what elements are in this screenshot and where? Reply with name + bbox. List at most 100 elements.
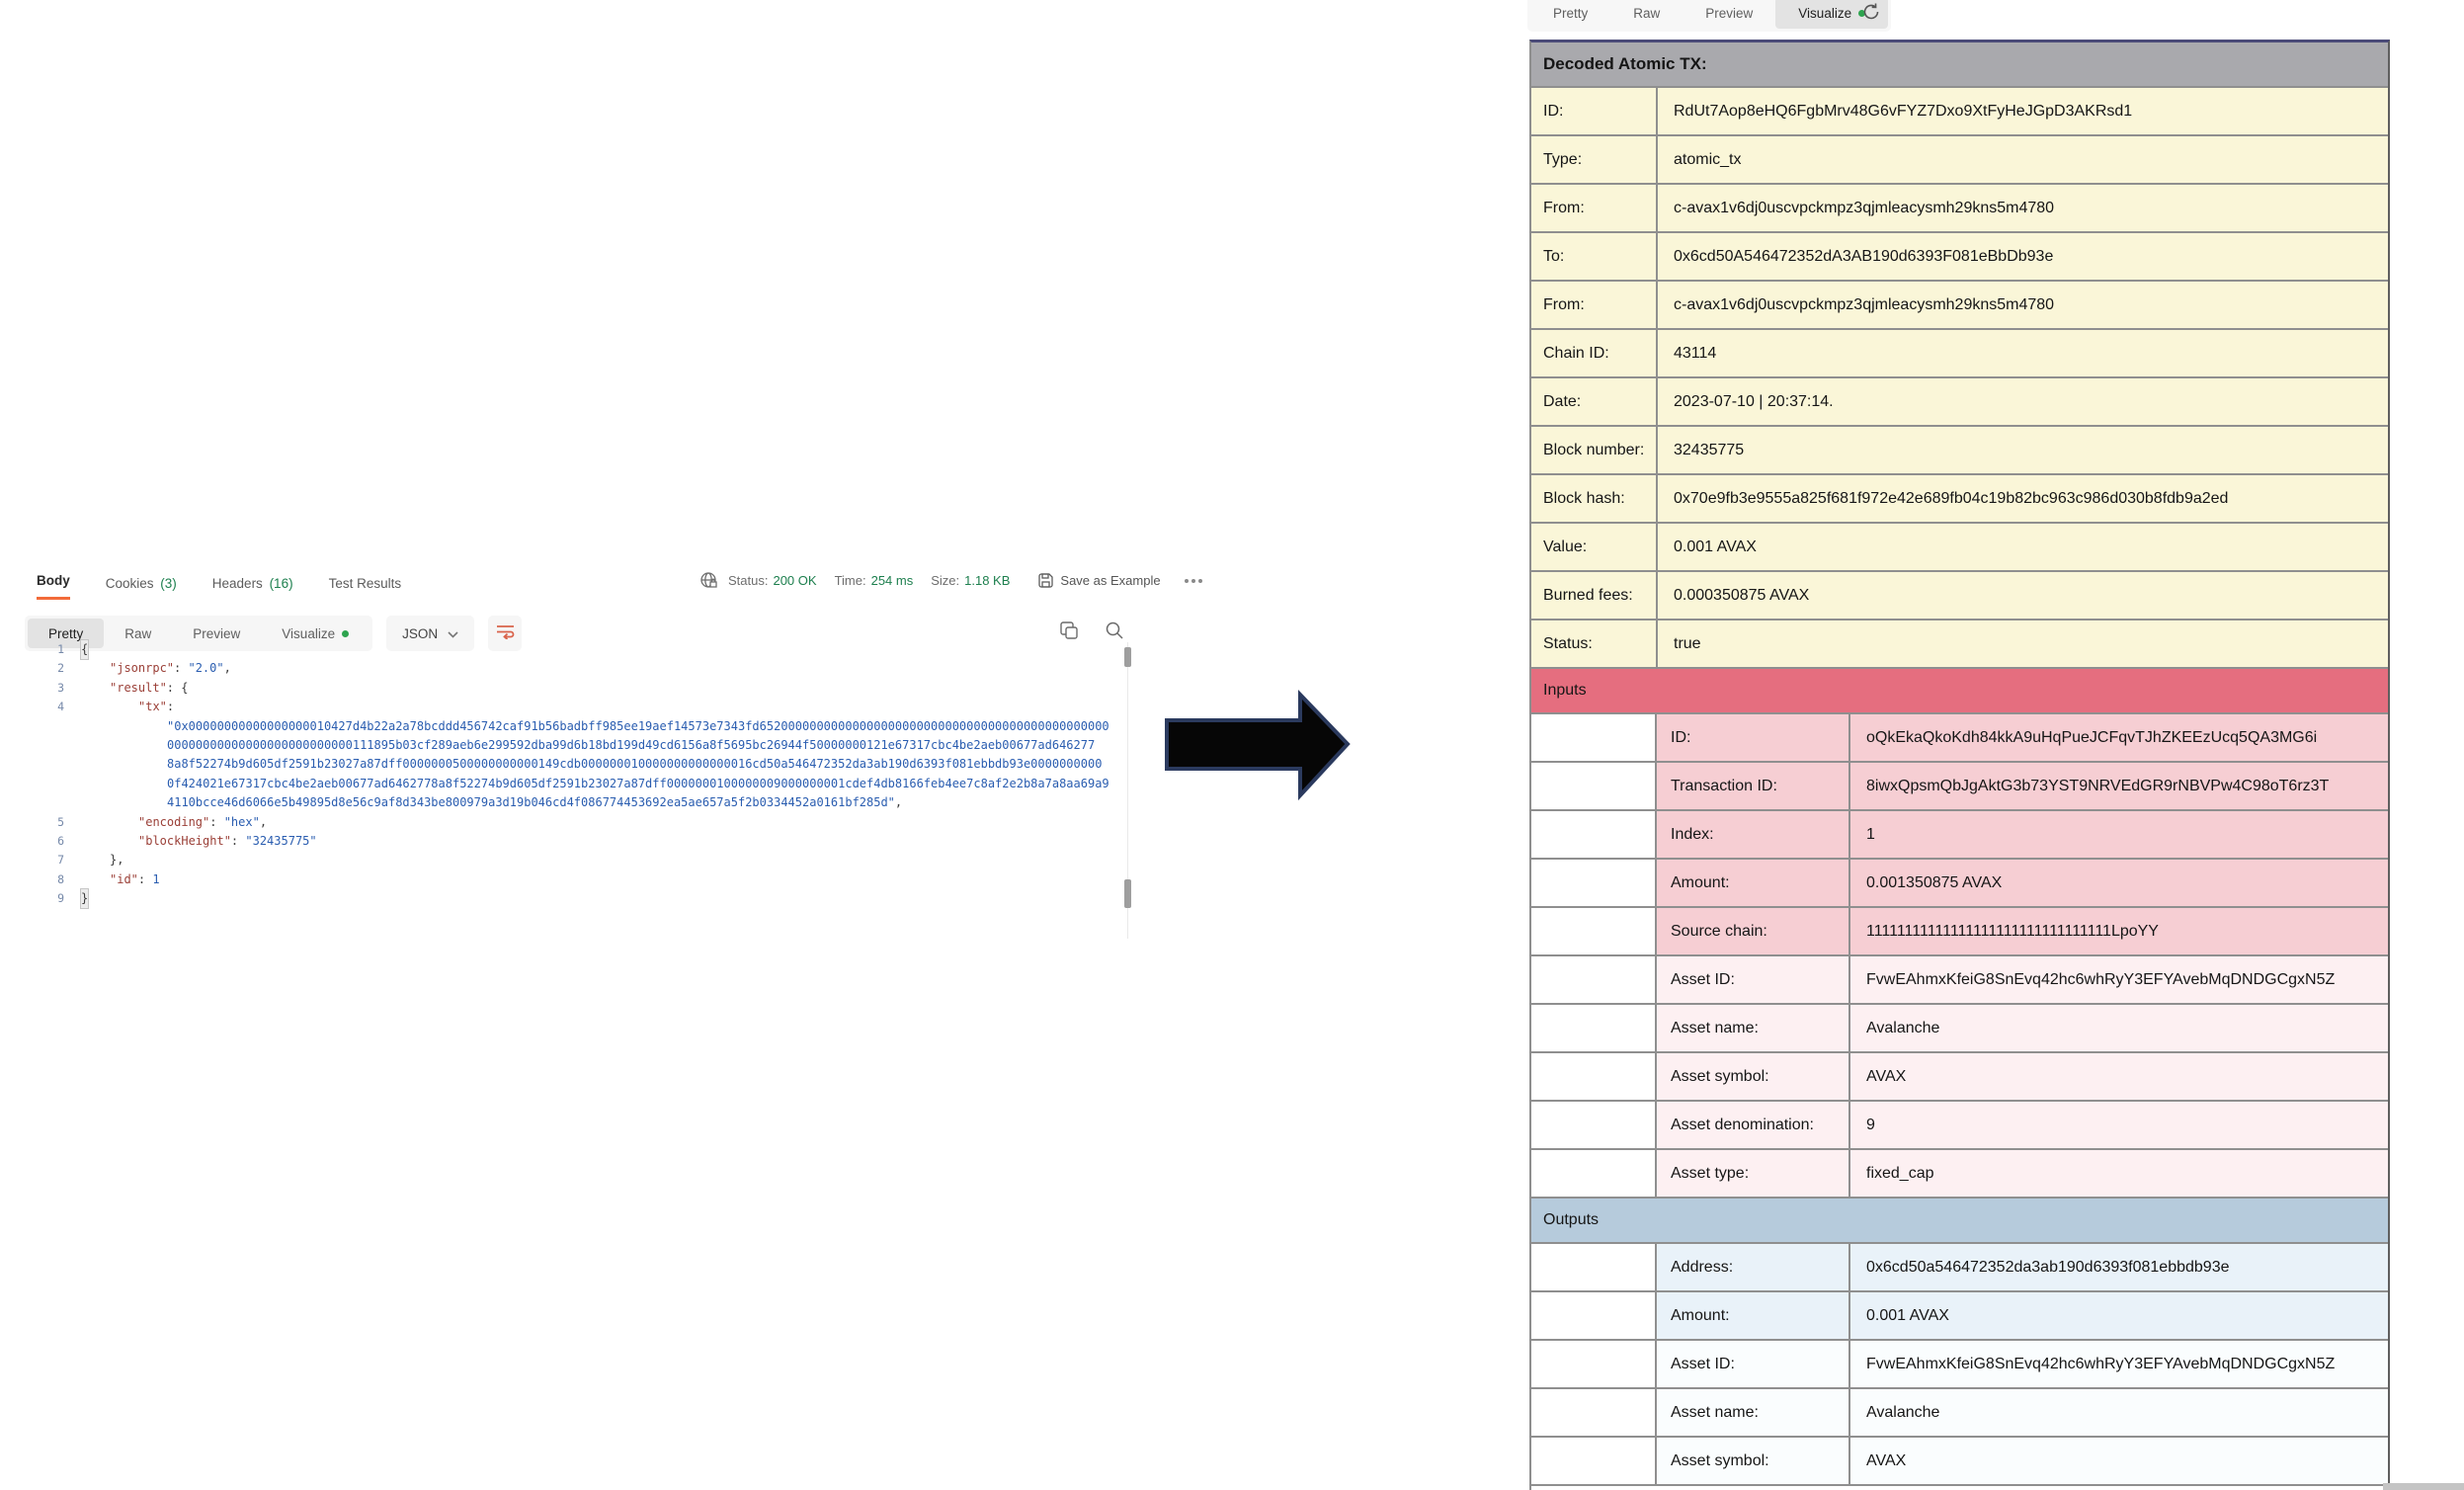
row-label: Asset ID: xyxy=(1655,956,1848,1003)
search-icon[interactable] xyxy=(1105,621,1124,640)
row-value: 11111111111111111111111111111111LpoYY xyxy=(1848,908,2388,954)
code-line: 1{ xyxy=(25,640,1121,660)
code-line: 2 "jsonrpc": "2.0", xyxy=(25,659,1121,678)
row-label: Burned fees: xyxy=(1543,586,1633,604)
response-tab-test-results[interactable]: Test Results xyxy=(328,576,402,591)
row-label: Source chain: xyxy=(1655,908,1848,954)
code-token: "hex" xyxy=(223,814,260,829)
visualize-tab-raw[interactable]: Raw xyxy=(1633,5,1661,21)
code-line: 4 "tx": xyxy=(25,698,1121,716)
status-value[interactable]: 200 OK xyxy=(773,573,817,588)
row-label: ID: xyxy=(1543,102,1564,120)
row-label: Chain ID: xyxy=(1543,344,1609,362)
table-title: Decoded Atomic TX: xyxy=(1531,42,2388,88)
wrap-text-button[interactable] xyxy=(488,616,523,651)
line-number xyxy=(25,755,64,774)
decoded-atomic-tx-table: Decoded Atomic TX: ID: RdUt7Aop8eHQ6FgbMr… xyxy=(1529,40,2390,1490)
row-value: 1 xyxy=(1848,811,2388,858)
line-number: 8 xyxy=(57,871,64,886)
row-spacer-cell xyxy=(1531,714,1655,761)
row-value: oQkEkaQkoKdh84kkA9uHqPueJCFqvTJhZKEEzUcq… xyxy=(1848,714,2388,761)
table-row: Status: true xyxy=(1531,621,2388,669)
table-row: Asset name: Avalanche xyxy=(1531,1005,2388,1053)
code-token: : xyxy=(230,833,246,848)
code-scrollbar-thumb[interactable] xyxy=(1124,647,1131,667)
row-label: Asset denomination: xyxy=(1655,1102,1848,1148)
copy-icon[interactable] xyxy=(1059,621,1079,640)
row-label: Asset symbol: xyxy=(1655,1438,1848,1484)
row-spacer-cell xyxy=(1531,763,1655,809)
line-number: 2 xyxy=(57,661,64,676)
row-label: Asset type: xyxy=(1655,1150,1848,1197)
code-token: } xyxy=(81,889,89,909)
row-label: Amount: xyxy=(1655,1292,1848,1339)
row-label: Type: xyxy=(1543,150,1583,168)
size-value[interactable]: 1.18 KB xyxy=(964,573,1011,588)
more-options-icon[interactable] xyxy=(1184,578,1202,583)
code-token: "32435775" xyxy=(245,833,317,848)
row-label: From: xyxy=(1543,199,1585,216)
wrap-text-icon xyxy=(496,623,515,644)
row-spacer-cell xyxy=(1531,860,1655,906)
table-row: From: c-avax1v6dj0uscvpckmpz3qjmleacysmh2… xyxy=(1531,282,2388,330)
row-value: Avalanche xyxy=(1848,1005,2388,1051)
code-token: 8a8f52274b9d605df2591b23027a87dff0000000… xyxy=(167,757,1103,772)
view-tab-preview[interactable]: Preview xyxy=(193,625,241,641)
time-value[interactable]: 254 ms xyxy=(870,573,914,588)
code-token: 4110bcce46d6066e5b49895d8e56c9af8d343be8… xyxy=(167,795,895,810)
visualize-tab-pretty[interactable]: Pretty xyxy=(1553,5,1589,21)
tab-count: (16) xyxy=(265,576,293,591)
row-value: 2023-07-10 | 20:37:14. xyxy=(1656,378,2388,425)
response-tab-headers[interactable]: Headers (16) xyxy=(211,576,293,591)
row-value: 32435775 xyxy=(1656,427,2388,473)
row-value: AVAX xyxy=(1848,1438,2388,1484)
code-token: "id" xyxy=(110,871,138,886)
code-token: , xyxy=(259,814,268,829)
row-label: Asset symbol: xyxy=(1655,1053,1848,1100)
code-line: 0f424021e67317cbc4be2aeb00677ad6462778a8… xyxy=(25,775,1121,793)
chevron-down-icon xyxy=(448,626,458,641)
row-value: true xyxy=(1656,621,2388,667)
line-number: 1 xyxy=(57,642,64,656)
row-value: 9 xyxy=(1848,1102,2388,1148)
row-spacer-cell xyxy=(1531,1389,1655,1436)
visualize-tab-preview[interactable]: Preview xyxy=(1705,5,1754,21)
code-token: "2.0" xyxy=(188,661,224,676)
row-label: Status: xyxy=(1543,634,1593,652)
line-number: 4 xyxy=(57,700,64,714)
row-label: Date: xyxy=(1543,392,1582,410)
code-token: { xyxy=(81,640,89,660)
table-row: Asset name: Avalanche xyxy=(1531,1389,2388,1438)
language-select[interactable]: JSON xyxy=(386,616,475,651)
table-row: Transaction ID: 8iwxQpsmQbJgAktG3b73YST9N… xyxy=(1531,763,2388,811)
code-token: : xyxy=(137,871,153,886)
row-value: 0.001350875 AVAX xyxy=(1848,860,2388,906)
line-number xyxy=(25,717,64,736)
code-scrollbar-thumb-secondary[interactable] xyxy=(1124,879,1131,908)
code-token: "jsonrpc" xyxy=(110,661,175,676)
view-tab-visualize[interactable]: Visualize xyxy=(261,619,370,648)
response-tab-cookies[interactable]: Cookies (3) xyxy=(105,576,177,591)
table-row: Burned fees: 0.000350875 AVAX xyxy=(1531,572,2388,621)
view-tab-raw[interactable]: Raw xyxy=(124,625,152,641)
table-row: Chain ID: 43114 xyxy=(1531,330,2388,378)
row-value: fixed_cap xyxy=(1848,1150,2388,1197)
visualize-tab-visualize[interactable]: Visualize xyxy=(1775,0,1889,29)
code-token: , xyxy=(894,795,903,810)
table-row: Asset ID: FvwEAhmxKfeiG8SnEvq42hc6whRyY3E… xyxy=(1531,956,2388,1005)
code-token: 00000000000000000000000000111895b03cf289… xyxy=(167,737,1096,752)
response-tab-body[interactable]: Body xyxy=(37,573,70,600)
code-line: 8 "id": 1 xyxy=(25,870,1121,889)
row-value: FvwEAhmxKfeiG8SnEvq42hc6whRyY3EFYAvebMqD… xyxy=(1848,1341,2388,1387)
row-label: ID: xyxy=(1655,714,1848,761)
refresh-icon[interactable] xyxy=(1861,2,1881,27)
save-as-example-button[interactable]: Save as Example xyxy=(1037,572,1161,589)
view-tab-pretty[interactable]: Pretty xyxy=(28,619,105,648)
code-token: "0x00000000000000000010427d4b22a2a78bcdd… xyxy=(167,718,1109,733)
code-token: : xyxy=(209,814,224,829)
row-spacer-cell xyxy=(1531,1341,1655,1387)
code-token: }, xyxy=(110,853,124,868)
horizontal-scrollbar-thumb[interactable] xyxy=(2383,1483,2464,1490)
table-row: Amount: 0.001350875 AVAX xyxy=(1531,860,2388,908)
row-label: Block hash: xyxy=(1543,489,1625,507)
